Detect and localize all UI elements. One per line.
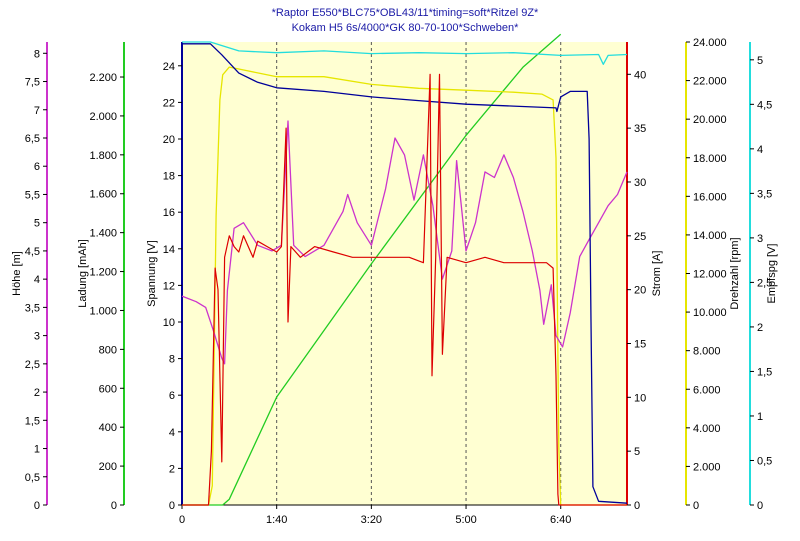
hoehe-tick-label-9: 4,5 xyxy=(25,246,40,258)
strom-tick-label-1: 5 xyxy=(634,446,640,458)
strom-tick-label-3: 15 xyxy=(634,338,646,350)
drehzahl-tick-label-1: 2.000 xyxy=(693,461,721,473)
empfspg-axis-label: Empfspg [V] xyxy=(766,244,778,304)
ladung-tick-label-3: 600 xyxy=(99,383,117,395)
series-ladung-line xyxy=(182,33,562,506)
spannung-tick-label-1: 2 xyxy=(169,463,175,475)
drehzahl-tick-label-6: 12.000 xyxy=(693,269,727,281)
drehzahl-axis-label: Drehzahl [rpm] xyxy=(729,237,741,309)
drehzahl-tick-label-10: 20.000 xyxy=(693,114,727,126)
series-spannung-line xyxy=(182,43,628,504)
empfspg-tick-label-8: 4 xyxy=(757,144,763,156)
spannung-tick-label-12: 24 xyxy=(163,61,175,73)
hoehe-tick-label-15: 7,5 xyxy=(25,77,40,89)
spannung-tick-label-10: 20 xyxy=(163,134,175,146)
hoehe-tick-label-5: 2,5 xyxy=(25,359,40,371)
series-drehzahl-line xyxy=(182,66,627,506)
strom-tick-label-8: 40 xyxy=(634,69,646,81)
hoehe-tick-label-4: 2 xyxy=(34,387,40,399)
ladung-tick-label-11: 2.200 xyxy=(89,72,117,84)
hoehe-tick-label-10: 5 xyxy=(34,218,40,230)
spannung-tick-label-6: 12 xyxy=(163,280,175,292)
ladung-tick-label-4: 800 xyxy=(99,344,117,356)
ladung-tick-label-5: 1.000 xyxy=(89,305,117,317)
series-empfspg-line xyxy=(182,41,628,65)
empfspg-tick-label-3: 1,5 xyxy=(757,366,772,378)
hoehe-tick-label-8: 4 xyxy=(34,274,40,286)
empfspg-tick-label-5: 2,5 xyxy=(757,277,772,289)
drehzahl-tick-label-0: 0 xyxy=(693,500,699,512)
hoehe-tick-label-13: 6,5 xyxy=(25,133,40,145)
empfspg-tick-label-10: 5 xyxy=(757,55,763,67)
empfspg-tick-label-6: 3 xyxy=(757,233,763,245)
strom-tick-label-0: 0 xyxy=(634,500,640,512)
strom-tick-label-2: 10 xyxy=(634,392,646,404)
empfspg-tick-label-4: 2 xyxy=(757,322,763,334)
spannung-tick-label-9: 18 xyxy=(163,171,175,183)
series-strom-line xyxy=(182,73,627,506)
drehzahl-tick-label-7: 14.000 xyxy=(693,230,727,242)
hoehe-tick-label-7: 3,5 xyxy=(25,302,40,314)
drehzahl-tick-label-9: 18.000 xyxy=(693,153,727,165)
hoehe-tick-label-12: 6 xyxy=(34,161,40,173)
strom-tick-label-7: 35 xyxy=(634,123,646,135)
ladung-tick-label-1: 200 xyxy=(99,461,117,473)
hoehe-tick-label-11: 5,5 xyxy=(25,189,40,201)
chart-subtitle: Kokam H5 6s/4000*GK 80-70-100*Schweben* xyxy=(292,22,520,34)
hoehe-axis-label: Höhe [m] xyxy=(11,251,23,296)
spannung-tick-label-11: 22 xyxy=(163,97,175,109)
spannung-tick-label-0: 0 xyxy=(169,500,175,512)
empfspg-tick-label-9: 4,5 xyxy=(757,99,772,111)
drehzahl-tick-label-11: 22.000 xyxy=(693,76,727,88)
strom-tick-label-6: 30 xyxy=(634,177,646,189)
hoehe-tick-label-1: 0,5 xyxy=(25,472,40,484)
hoehe-tick-label-14: 7 xyxy=(34,105,40,117)
x-tick-label-1: 1:40 xyxy=(266,514,287,526)
spannung-tick-label-5: 10 xyxy=(163,317,175,329)
drehzahl-tick-label-5: 10.000 xyxy=(693,307,727,319)
drehzahl-tick-label-3: 6.000 xyxy=(693,384,721,396)
chart-title: *Raptor E550*BLC75*OBL43/11*timing=soft*… xyxy=(272,7,539,19)
spannung-tick-label-4: 8 xyxy=(169,354,175,366)
empfspg-tick-label-2: 1 xyxy=(757,411,763,423)
spannung-tick-label-8: 16 xyxy=(163,207,175,219)
drehzahl-tick-label-12: 24.000 xyxy=(693,37,727,49)
drehzahl-tick-label-8: 16.000 xyxy=(693,191,727,203)
ladung-tick-label-2: 400 xyxy=(99,422,117,434)
spannung-axis-label: Spannung [V] xyxy=(146,240,158,307)
spannung-tick-label-7: 14 xyxy=(163,244,175,256)
hoehe-tick-label-6: 3 xyxy=(34,331,40,343)
x-tick-label-2: 3:20 xyxy=(361,514,382,526)
x-tick-label-4: 6:40 xyxy=(550,514,571,526)
ladung-tick-label-0: 0 xyxy=(111,500,117,512)
ladung-tick-label-9: 1.800 xyxy=(89,150,117,162)
strom-tick-label-5: 25 xyxy=(634,231,646,243)
strom-axis-label: Strom [A] xyxy=(651,251,663,297)
empfspg-tick-label-0: 0 xyxy=(757,500,763,512)
hoehe-tick-label-2: 1 xyxy=(34,444,40,456)
empfspg-tick-label-7: 3,5 xyxy=(757,188,772,200)
ladung-tick-label-10: 2.000 xyxy=(89,111,117,123)
spannung-tick-label-2: 4 xyxy=(169,427,175,439)
ladung-axis-label: Ladung [mAh] xyxy=(77,239,89,308)
drehzahl-tick-label-2: 4.000 xyxy=(693,423,721,435)
plot-background xyxy=(182,42,627,505)
hoehe-tick-label-3: 1,5 xyxy=(25,415,40,427)
ladung-tick-label-7: 1.400 xyxy=(89,228,117,240)
x-tick-label-3: 5:00 xyxy=(455,514,476,526)
ladung-tick-label-6: 1.200 xyxy=(89,267,117,279)
spannung-tick-label-3: 6 xyxy=(169,390,175,402)
ladung-tick-label-8: 1.600 xyxy=(89,189,117,201)
hoehe-tick-label-0: 0 xyxy=(34,500,40,512)
series-hoehe-line xyxy=(181,120,628,365)
strom-tick-label-4: 20 xyxy=(634,285,646,297)
hoehe-tick-label-16: 8 xyxy=(34,48,40,60)
empfspg-tick-label-1: 0,5 xyxy=(757,455,772,467)
x-tick-label-0: 0 xyxy=(179,514,185,526)
drehzahl-tick-label-4: 8.000 xyxy=(693,346,721,358)
